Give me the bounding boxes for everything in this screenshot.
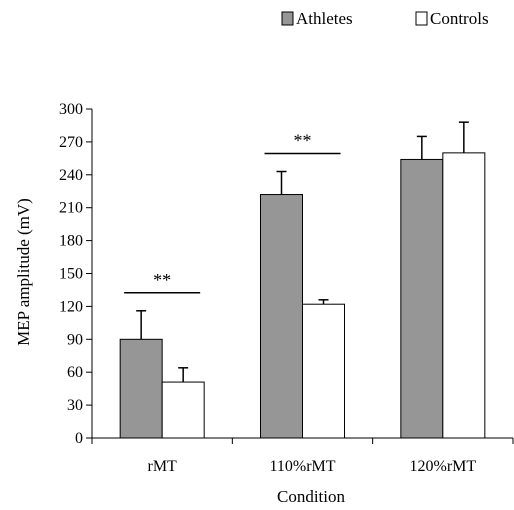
y-tick-label: 210 <box>59 200 83 217</box>
x-axis-label: Condition <box>277 487 346 506</box>
y-tick-label: 120 <box>59 298 83 315</box>
x-tick-label: 110%rMT <box>269 458 335 475</box>
y-tick-label: 300 <box>59 101 83 118</box>
legend-label-athletes: Athletes <box>296 9 353 28</box>
bar-athletes-1 <box>260 194 303 439</box>
y-tick-label: 0 <box>75 430 83 447</box>
y-axis-label: MEP amplitude (mV) <box>14 198 33 346</box>
bars <box>119 121 486 439</box>
legend-swatch-controls <box>415 11 428 26</box>
x-tick-label: 120%rMT <box>410 458 477 475</box>
y-tick-label: 60 <box>67 364 83 381</box>
bar-controls-0 <box>161 381 205 439</box>
legend-swatch-athletes <box>281 11 294 26</box>
significance-label: ** <box>153 270 171 290</box>
bar-athletes-2 <box>400 158 444 439</box>
legend: Athletes Controls <box>281 9 489 28</box>
x-tick-label: rMT <box>148 458 178 475</box>
bar-athletes-0 <box>119 338 163 439</box>
significance-label: ** <box>294 131 312 151</box>
y-tick-label: 150 <box>59 266 83 283</box>
y-tick-label: 30 <box>67 397 83 414</box>
y-tick-label: 240 <box>59 167 83 184</box>
bar-controls-2 <box>442 152 486 439</box>
significance-annotations: ** ** <box>124 131 341 294</box>
y-tick-label: 90 <box>67 331 83 348</box>
bar-controls-1 <box>302 303 345 439</box>
y-tick-label: 180 <box>59 233 83 250</box>
x-axis: rMT 110%rMT 120%rMT <box>91 437 514 475</box>
legend-label-controls: Controls <box>430 9 489 28</box>
y-axis: 0 30 60 90 120 150 180 210 240 270 300 <box>59 101 93 447</box>
y-tick-label: 270 <box>59 134 83 151</box>
